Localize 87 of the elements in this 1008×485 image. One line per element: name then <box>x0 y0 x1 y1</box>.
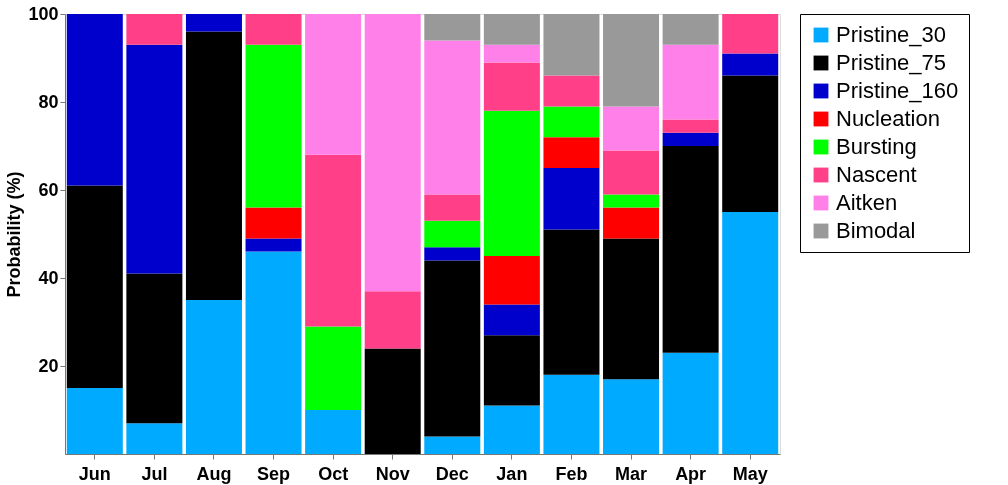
bar <box>245 238 302 252</box>
bar <box>305 326 362 410</box>
x-tick-label: Sep <box>257 463 291 484</box>
x-tick-label: Feb <box>555 463 588 484</box>
bar <box>305 410 362 454</box>
legend-label: Nascent <box>836 162 917 187</box>
bar <box>722 75 779 212</box>
bar <box>543 75 600 107</box>
y-tick-label: 60 <box>38 179 59 200</box>
x-tick-label: Aug <box>196 463 232 484</box>
bar <box>424 436 481 454</box>
bar <box>483 62 540 111</box>
x-tick-label: Jun <box>78 463 111 484</box>
y-tick-label: 40 <box>38 267 59 288</box>
bar <box>603 14 660 107</box>
bar <box>662 352 719 454</box>
bar <box>483 335 540 406</box>
x-tick-label: Mar <box>615 463 648 484</box>
bar <box>424 40 481 195</box>
y-axis-title: Probability (%) <box>4 171 25 298</box>
bar <box>603 150 660 195</box>
bar <box>305 14 362 155</box>
legend-label: Bursting <box>836 134 917 159</box>
bar <box>543 374 600 454</box>
bar <box>185 31 242 300</box>
bar <box>364 14 421 292</box>
bar <box>543 14 600 76</box>
bar <box>603 106 660 151</box>
bar <box>662 44 719 120</box>
bar <box>543 106 600 138</box>
bar <box>305 154 362 327</box>
bar <box>662 14 719 45</box>
bar <box>662 146 719 353</box>
bar <box>543 168 600 230</box>
bar <box>424 260 481 437</box>
bar <box>424 194 481 221</box>
bar <box>603 238 660 380</box>
bar <box>126 273 183 424</box>
bar <box>722 53 779 76</box>
bar <box>483 14 540 45</box>
y-tick-label: 20 <box>38 355 59 376</box>
bar <box>66 14 123 186</box>
legend-label: Nucleation <box>836 106 940 131</box>
x-tick-label: Oct <box>318 463 349 484</box>
bar <box>126 14 183 45</box>
x-tick-label: Jul <box>141 463 168 484</box>
bar <box>603 379 660 454</box>
legend-label: Pristine_30 <box>836 22 947 47</box>
bar <box>603 194 660 208</box>
bar <box>364 348 421 454</box>
bar <box>424 14 481 41</box>
bar <box>603 207 660 239</box>
legend-label: Bimodal <box>836 218 916 243</box>
legend-label: Pristine_160 <box>836 78 959 103</box>
bar <box>722 14 779 54</box>
bar <box>662 132 719 146</box>
legend-label: Aitken <box>836 190 898 215</box>
bar <box>66 185 123 388</box>
bar <box>364 291 421 349</box>
bar <box>245 14 302 45</box>
bar <box>126 44 183 274</box>
bar <box>662 119 719 133</box>
x-tick-label: Nov <box>375 463 410 484</box>
bar <box>126 423 183 454</box>
bar <box>543 229 600 375</box>
bar <box>483 405 540 454</box>
x-tick-label: May <box>732 463 768 484</box>
bar <box>483 304 540 336</box>
bar <box>245 207 302 239</box>
x-tick-label: Dec <box>435 463 469 484</box>
bar <box>245 251 302 454</box>
bar <box>543 137 600 168</box>
bar <box>483 110 540 256</box>
bar <box>424 220 481 248</box>
bar <box>424 247 481 261</box>
y-tick-label: 100 <box>28 3 59 24</box>
bar <box>66 388 123 454</box>
x-tick-label: Apr <box>675 463 707 484</box>
bar <box>185 300 242 454</box>
legend-label: Pristine_75 <box>836 50 947 75</box>
bar <box>722 212 779 454</box>
bar <box>483 44 540 63</box>
bar <box>245 44 302 208</box>
bar <box>483 256 540 305</box>
x-tick-label: Jan <box>496 463 528 484</box>
bar <box>185 14 242 32</box>
y-tick-label: 80 <box>38 91 59 112</box>
